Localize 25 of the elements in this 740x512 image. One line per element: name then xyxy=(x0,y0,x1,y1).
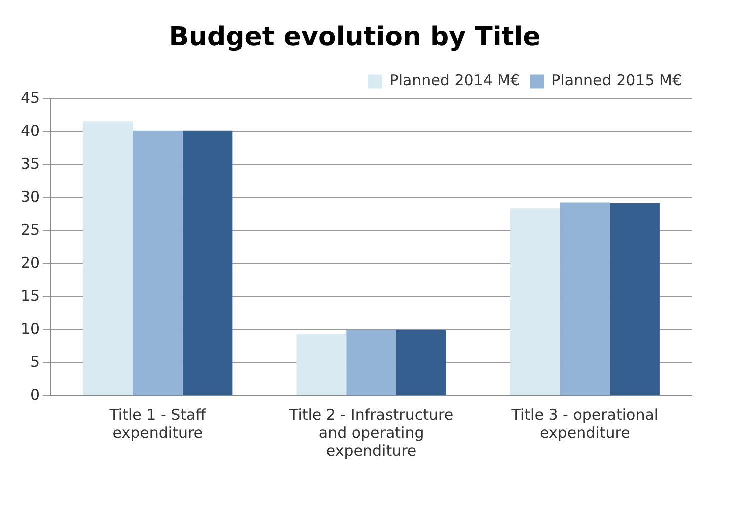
y-tick-label: 30 xyxy=(20,188,40,206)
y-tick-label: 0 xyxy=(30,386,40,404)
bar xyxy=(346,330,396,396)
legend-label: Planned 2015 M€ xyxy=(552,72,682,90)
y-tick-label: 20 xyxy=(20,254,40,272)
x-tick-label: Title 1 - Staff expenditure xyxy=(108,406,207,442)
y-tick-label: 5 xyxy=(30,352,40,371)
bar xyxy=(296,334,347,396)
legend-label: Planned 2014 M€ xyxy=(390,72,520,90)
y-tick-label: 40 xyxy=(20,122,40,140)
bar xyxy=(83,122,133,396)
bar xyxy=(610,203,660,396)
bar xyxy=(132,130,183,396)
chart-title: Budget evolution by Title xyxy=(169,22,541,52)
y-tick-label: 35 xyxy=(20,155,40,174)
bar xyxy=(182,130,233,396)
x-tick-label: Title 3 - operational expenditure xyxy=(510,406,659,442)
x-tick-label: Title 2 - Infrastructure and operating expenditure xyxy=(288,406,454,460)
bar xyxy=(396,330,446,396)
bar xyxy=(510,208,560,396)
bar xyxy=(560,202,610,396)
y-tick-label: 10 xyxy=(20,320,40,338)
y-tick-label: 25 xyxy=(20,221,40,239)
y-tick-label: 15 xyxy=(20,286,40,305)
y-tick-label: 45 xyxy=(20,89,40,108)
